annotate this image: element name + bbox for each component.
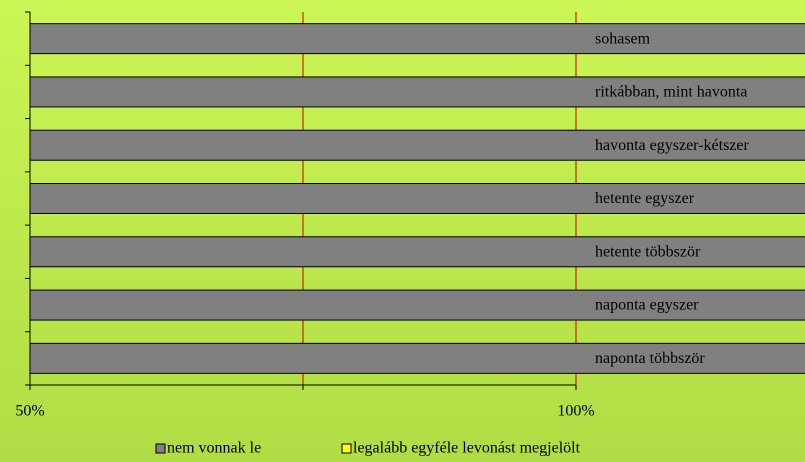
category-label: naponta többször xyxy=(595,350,705,367)
bar-segment xyxy=(29,23,805,55)
bar-segment xyxy=(29,129,805,161)
bar-segment xyxy=(29,76,805,108)
legend-swatch xyxy=(341,443,352,454)
category-label: naponta egyszer xyxy=(595,297,699,314)
category-label: hetente többször xyxy=(595,243,701,260)
bar-segment xyxy=(29,289,805,321)
category-label: sohasem xyxy=(595,30,651,47)
category-label: ritkábban, mint havonta xyxy=(595,84,747,101)
legend-label: nem vonnak le xyxy=(167,440,261,457)
legend-label: legalább egyféle levonást megjelölt xyxy=(353,440,581,457)
legend-swatch xyxy=(155,443,166,454)
category-label: havonta egyszer-kétszer xyxy=(595,137,749,154)
x-tick-label: 50% xyxy=(15,403,44,420)
bar-segment xyxy=(29,342,805,374)
bar-segment xyxy=(29,236,805,268)
x-tick-label: 100% xyxy=(557,403,594,420)
bar-segment xyxy=(29,183,805,214)
category-label: hetente egyszer xyxy=(595,190,695,207)
